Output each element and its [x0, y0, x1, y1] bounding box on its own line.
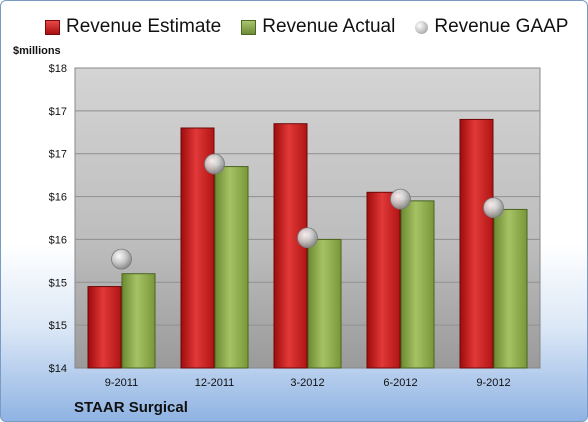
bar-revenue-actual [307, 238, 342, 369]
x-tick-label: 6-2012 [383, 377, 417, 389]
legend-item-gaap: Revenue GAAP [415, 16, 568, 38]
marker-revenue-gaap [483, 197, 504, 219]
y-tick-label: $17 [49, 106, 67, 118]
marker-revenue-gaap [204, 153, 225, 175]
x-tick-label: 9-2011 [105, 377, 138, 389]
y-tick-label: $16 [49, 234, 67, 246]
y-tick-label: $16 [49, 192, 67, 204]
bar-revenue-actual [121, 273, 156, 369]
marker-revenue-gaap [297, 227, 318, 249]
legend-label-gaap: Revenue GAAP [434, 16, 569, 37]
legend-swatch-actual [241, 19, 257, 35]
bar-revenue-estimate [459, 118, 494, 369]
x-tick-label: 3-2012 [290, 377, 324, 389]
bar-revenue-estimate [366, 191, 401, 369]
bar-revenue-actual [214, 166, 249, 369]
bar-revenue-estimate [87, 286, 122, 369]
y-axis-unit-label: $millions [13, 45, 61, 57]
company-name: STAAR Surgical [74, 399, 188, 416]
legend: Revenue Estimate Revenue Actual Revenue … [45, 16, 568, 38]
bar-revenue-actual [400, 200, 435, 369]
y-tick-label: $17 [49, 149, 67, 161]
y-tick-label: $15 [49, 320, 67, 332]
y-tick-label: $15 [49, 277, 67, 289]
bar-revenue-actual [493, 208, 528, 369]
y-tick-label: $14 [49, 363, 67, 375]
marker-revenue-gaap [111, 248, 132, 270]
x-tick-label: 12-2011 [195, 377, 235, 389]
legend-swatch-gaap [415, 20, 429, 34]
legend-swatch-estimate [45, 19, 60, 35]
marker-revenue-gaap [390, 188, 411, 210]
legend-item-actual: Revenue Actual [241, 16, 395, 38]
legend-item-estimate: Revenue Estimate [45, 16, 221, 38]
x-tick-label: 9-2012 [476, 377, 510, 389]
y-tick-label: $18 [49, 63, 67, 75]
legend-label-actual: Revenue Actual [262, 16, 396, 37]
legend-label-estimate: Revenue Estimate [66, 16, 222, 37]
